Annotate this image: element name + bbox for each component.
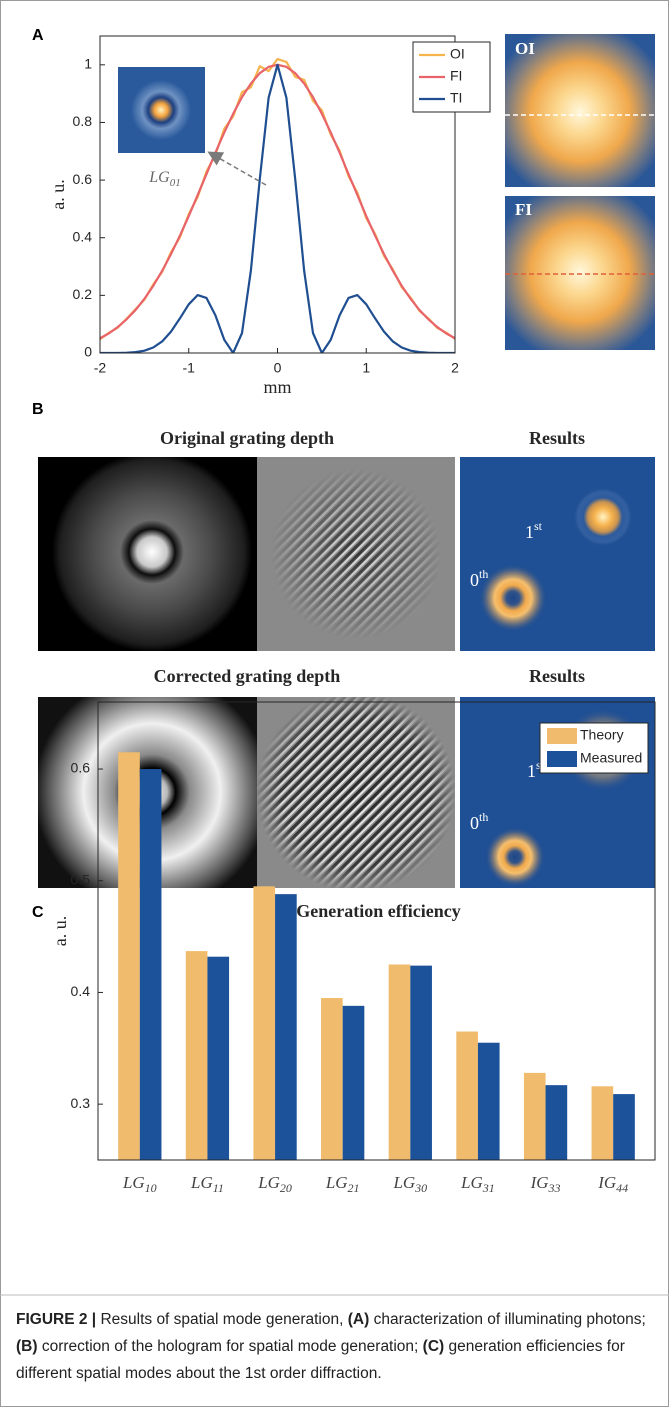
- legend-label: TI: [450, 90, 462, 106]
- x-tick-label: IG33: [530, 1173, 561, 1195]
- caption-text: correction of the hologram for spatial m…: [38, 1338, 423, 1355]
- x-tick-label: 1: [362, 360, 370, 376]
- order-suffix: th: [479, 567, 488, 581]
- bar: [118, 752, 140, 1160]
- row-title: Results: [529, 666, 585, 686]
- y-tick-label: 0.6: [73, 171, 93, 187]
- order-suffix: st: [534, 519, 543, 533]
- hologram-image: [257, 697, 455, 888]
- bar: [140, 769, 162, 1160]
- result-image: [460, 457, 655, 651]
- x-tick-label: LG11: [190, 1173, 224, 1195]
- row-title: Corrected grating depth: [154, 666, 341, 686]
- legend-swatch: [547, 751, 577, 767]
- bar: [321, 998, 343, 1160]
- hologram-image: [257, 457, 455, 651]
- bar: [546, 1085, 568, 1160]
- y-tick-label: 0.4: [73, 228, 93, 244]
- y-tick-label: 0.2: [73, 286, 93, 302]
- caption-text: (A): [348, 1311, 370, 1328]
- y-tick-label: 1: [84, 56, 92, 72]
- chart-title: Generation efficiency: [296, 901, 460, 921]
- caption-text: (C): [423, 1338, 445, 1355]
- legend-label: FI: [450, 68, 462, 84]
- y-tick-label: 0.4: [71, 983, 91, 999]
- caption-text: Results of spatial mode generation,: [96, 1311, 348, 1328]
- order-number: 1: [527, 761, 536, 781]
- legend-label: Measured: [580, 750, 642, 766]
- x-tick-label: LG21: [325, 1173, 360, 1195]
- order-number: 0: [470, 813, 479, 833]
- legend-swatch: [547, 728, 577, 744]
- row-title: Original grating depth: [160, 428, 334, 448]
- legend-label: OI: [450, 46, 465, 62]
- y-axis-label: a. u.: [48, 179, 68, 210]
- bar: [613, 1094, 635, 1160]
- x-tick-label: LG31: [460, 1173, 495, 1195]
- panel-label: B: [32, 401, 44, 418]
- bar: [207, 957, 229, 1160]
- y-tick-label: 0.3: [71, 1095, 91, 1111]
- order-number: 1: [525, 522, 534, 542]
- inset-mode: [131, 80, 191, 140]
- row-title: Results: [529, 428, 585, 448]
- x-tick-label: 2: [451, 360, 459, 376]
- y-tick-label: 0.5: [71, 871, 91, 887]
- inset-image: [118, 67, 205, 153]
- panel-label: C: [32, 904, 44, 921]
- caption-text: (B): [16, 1338, 38, 1355]
- bar: [253, 886, 275, 1160]
- x-tick-label: -2: [94, 360, 107, 376]
- bar: [524, 1073, 546, 1160]
- image-label: FI: [515, 200, 532, 219]
- y-tick-label: 0: [84, 344, 92, 360]
- figure: A B C OI FI Original grating depth Resul…: [0, 0, 669, 1296]
- x-axis-label: mm: [263, 377, 291, 397]
- x-tick-label: LG30: [392, 1173, 427, 1195]
- amplitude-image: [38, 452, 257, 652]
- caption-text: FIGURE 2 |: [16, 1311, 96, 1328]
- x-tick-label: -1: [183, 360, 196, 376]
- bar: [592, 1086, 614, 1160]
- bar: [410, 966, 432, 1160]
- legend-label: Theory: [580, 727, 624, 743]
- image-label: OI: [515, 39, 535, 58]
- x-tick-label: LG10: [122, 1173, 157, 1195]
- bar: [456, 1032, 478, 1160]
- panel-label: A: [32, 27, 44, 44]
- x-tick-label: 0: [274, 360, 282, 376]
- bar: [186, 951, 208, 1160]
- y-tick-label: 0.8: [73, 113, 93, 129]
- bar: [389, 965, 411, 1160]
- caption-text: characterization of illuminating photons…: [369, 1311, 650, 1328]
- bar: [478, 1043, 500, 1160]
- y-tick-label: 0.6: [71, 760, 91, 776]
- order-number: 0: [470, 570, 479, 590]
- caption: FIGURE 2 | Results of spatial mode gener…: [16, 1306, 656, 1387]
- x-tick-label: LG20: [257, 1173, 292, 1195]
- order-suffix: th: [479, 810, 488, 824]
- bar: [275, 894, 297, 1160]
- y-axis-label: a. u.: [50, 916, 70, 947]
- bar: [343, 1006, 365, 1160]
- x-tick-label: IG44: [597, 1173, 628, 1195]
